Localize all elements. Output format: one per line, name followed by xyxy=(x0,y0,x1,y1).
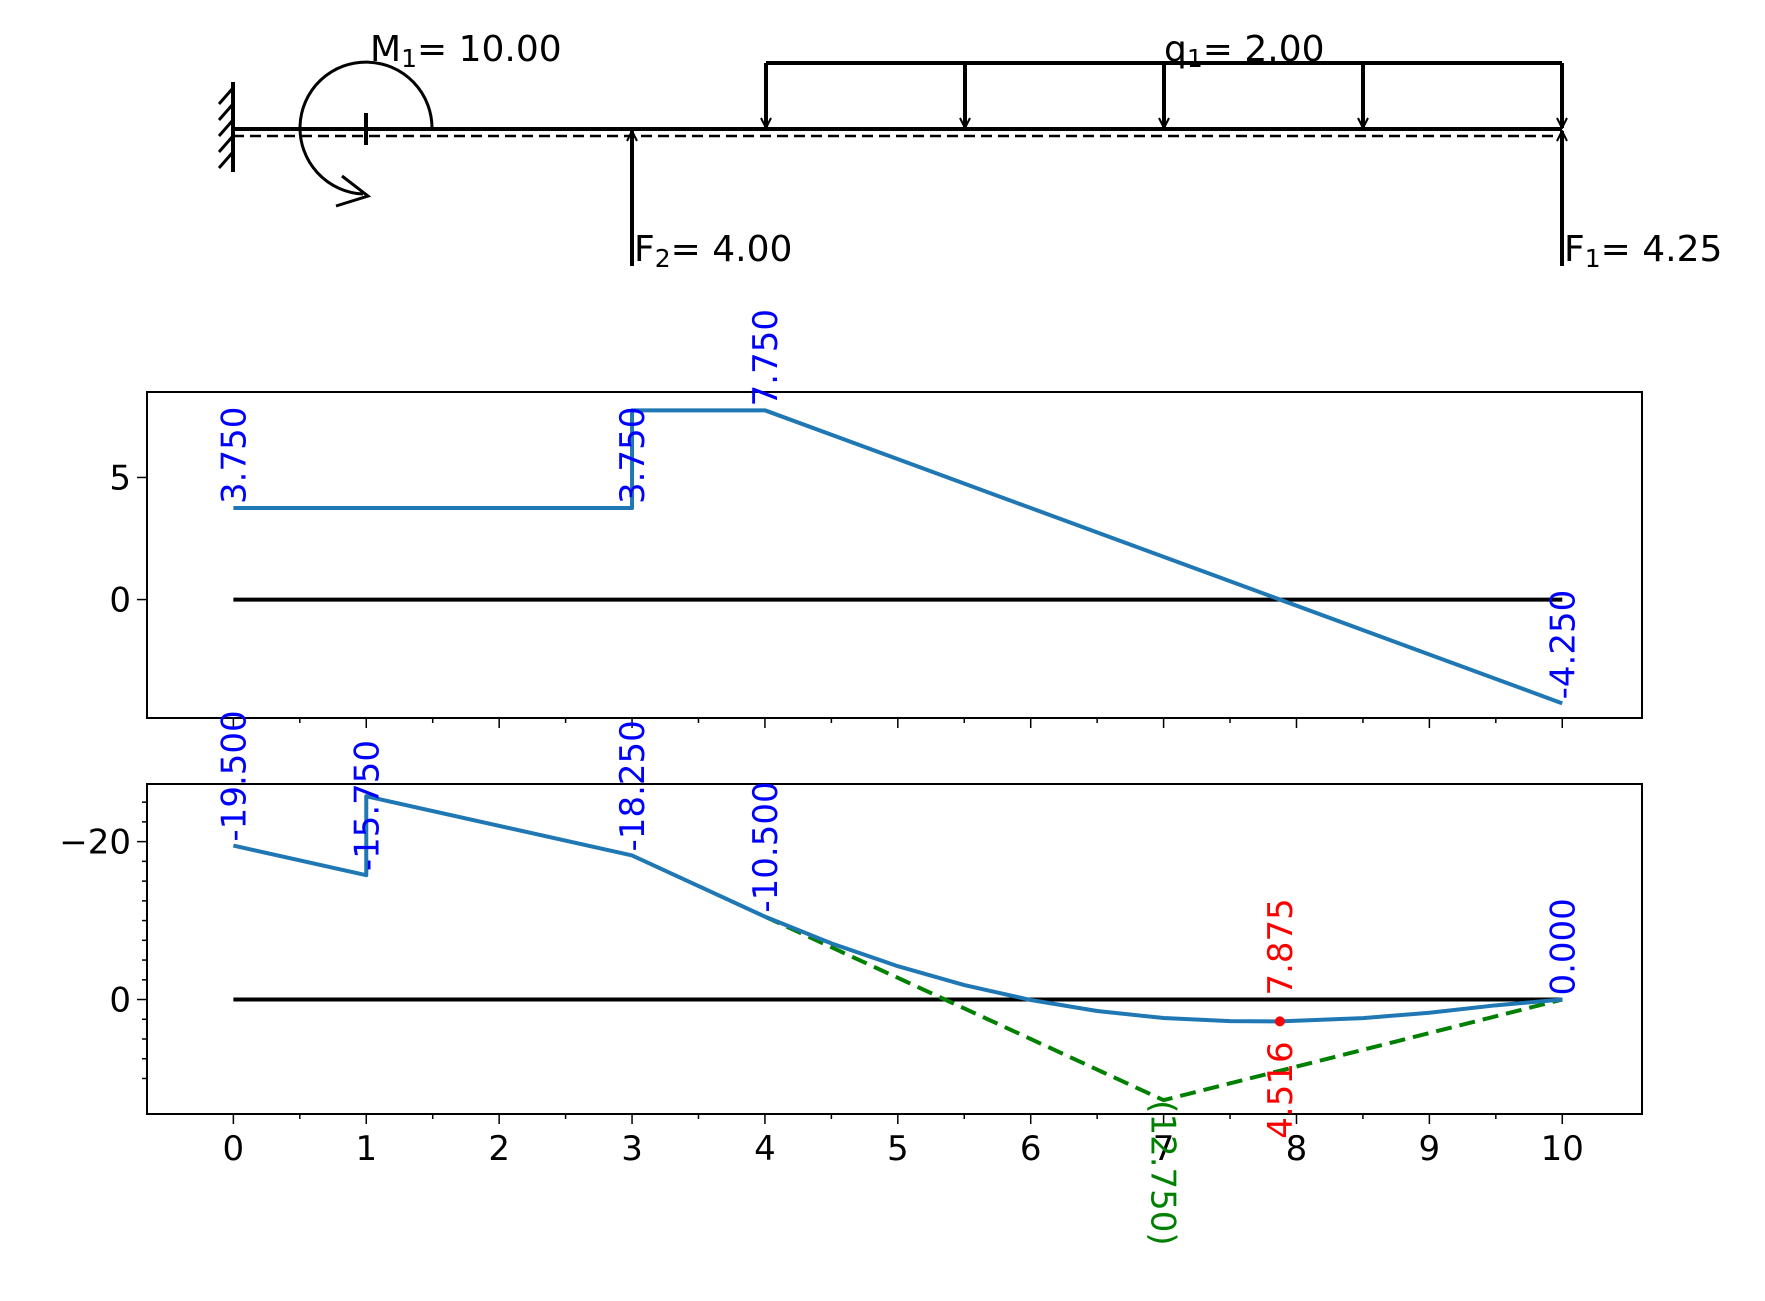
x-tick-label: 7 xyxy=(1153,1129,1175,1169)
moment-load: M1= 10.00 xyxy=(298,29,562,208)
y-tick-label: −20 xyxy=(59,823,131,863)
distributed-label-sub: 1 xyxy=(1187,44,1203,73)
x-tick-label: 1 xyxy=(355,1129,377,1169)
value-label: -4.250 xyxy=(1543,590,1583,700)
shear-plot-frame xyxy=(146,391,1643,719)
y-tick-label: 0 xyxy=(109,981,131,1021)
force-f2-label-symbol: F xyxy=(634,229,655,270)
shear-plot-ticks: 50 xyxy=(109,458,1564,728)
force-f2-label-sub: 2 xyxy=(655,244,671,273)
force-f1: F1= 4.25 xyxy=(1562,131,1722,273)
reference-dashed-line xyxy=(764,914,1563,1103)
distributed-load: q1= 2.00 xyxy=(766,29,1562,128)
value-label: 3.750 xyxy=(214,407,254,504)
extreme-position-label: 7.875 xyxy=(1261,898,1301,995)
fixed-support-icon xyxy=(217,82,235,172)
svg-text:q1= 2.00: q1= 2.00 xyxy=(1164,29,1325,73)
svg-text:F1= 4.25: F1= 4.25 xyxy=(1564,229,1722,273)
moment-series-1 xyxy=(764,914,1563,1024)
shear-plot-labels: 3.750 3.750 7.750 -4.250 xyxy=(214,309,1583,699)
distributed-label-value: = 2.00 xyxy=(1203,29,1325,70)
value-label: -19.500 xyxy=(214,710,254,841)
force-f1-label-sub: 1 xyxy=(1585,244,1601,273)
y-tick-label: 5 xyxy=(109,458,131,498)
force-f2: F2= 4.00 xyxy=(632,131,792,273)
moment-arc-icon xyxy=(298,60,434,196)
value-label: 7.750 xyxy=(746,309,786,406)
x-tick-label: 9 xyxy=(1419,1129,1441,1169)
x-tick-label: 3 xyxy=(621,1129,643,1169)
shear-plot-marks xyxy=(233,408,1563,706)
value-label: -18.250 xyxy=(613,720,653,851)
value-label: -10.500 xyxy=(746,781,786,912)
moment-label-value: = 10.00 xyxy=(417,29,562,70)
beam-loading-diagram: M1= 10.00 q1= 2.00 F2= 4.00 F1= 4.25 xyxy=(217,29,1722,273)
extreme-point xyxy=(1274,1016,1285,1027)
moment-label-sub: 1 xyxy=(401,44,417,73)
force-f1-label-symbol: F xyxy=(1564,229,1585,270)
moment-series-0 xyxy=(232,794,766,919)
force-f2-label-value: = 4.00 xyxy=(671,229,793,270)
x-tick-label: 0 xyxy=(223,1129,245,1169)
value-label: -15.750 xyxy=(347,740,387,871)
x-tick-label: 10 xyxy=(1541,1129,1584,1169)
shear-series-0 xyxy=(233,408,1563,706)
svg-text:F2= 4.00: F2= 4.00 xyxy=(634,229,792,273)
distributed-label-symbol: q xyxy=(1164,29,1187,70)
moment-label-symbol: M xyxy=(370,29,401,70)
bending-moment-plot: −20 0 0 1 2 3 4 5 6 7 8 9 10 (12.750) -19.500 -15.750 -… xyxy=(59,710,1643,1246)
svg-text:M1= 10.00: M1= 10.00 xyxy=(370,29,562,73)
x-tick-label: 6 xyxy=(1020,1129,1042,1169)
x-tick-label: 5 xyxy=(887,1129,909,1169)
moment-arrowhead-icon xyxy=(335,174,372,208)
extreme-value-label: 4.516 xyxy=(1261,1041,1301,1138)
moment-plot-labels: (12.750) -19.500 -15.750 -18.250 -10.500 0.00… xyxy=(214,710,1583,1245)
x-tick-label: 4 xyxy=(754,1129,776,1169)
moment-plot-marks xyxy=(232,794,1563,1103)
x-tick-label: 2 xyxy=(488,1129,510,1169)
x-tick-label: 8 xyxy=(1286,1129,1308,1169)
force-f1-label-value: = 4.25 xyxy=(1601,229,1723,270)
y-tick-label: 0 xyxy=(109,581,131,621)
reference-peak-label: (12.750) xyxy=(1143,1100,1183,1246)
moment-plot-ticks: −20 0 0 1 2 3 4 5 6 7 8 9 10 xyxy=(59,801,1584,1169)
value-label: 3.750 xyxy=(613,407,653,504)
moment-plot-frame xyxy=(146,783,1643,1115)
value-label: 0.000 xyxy=(1543,898,1583,995)
